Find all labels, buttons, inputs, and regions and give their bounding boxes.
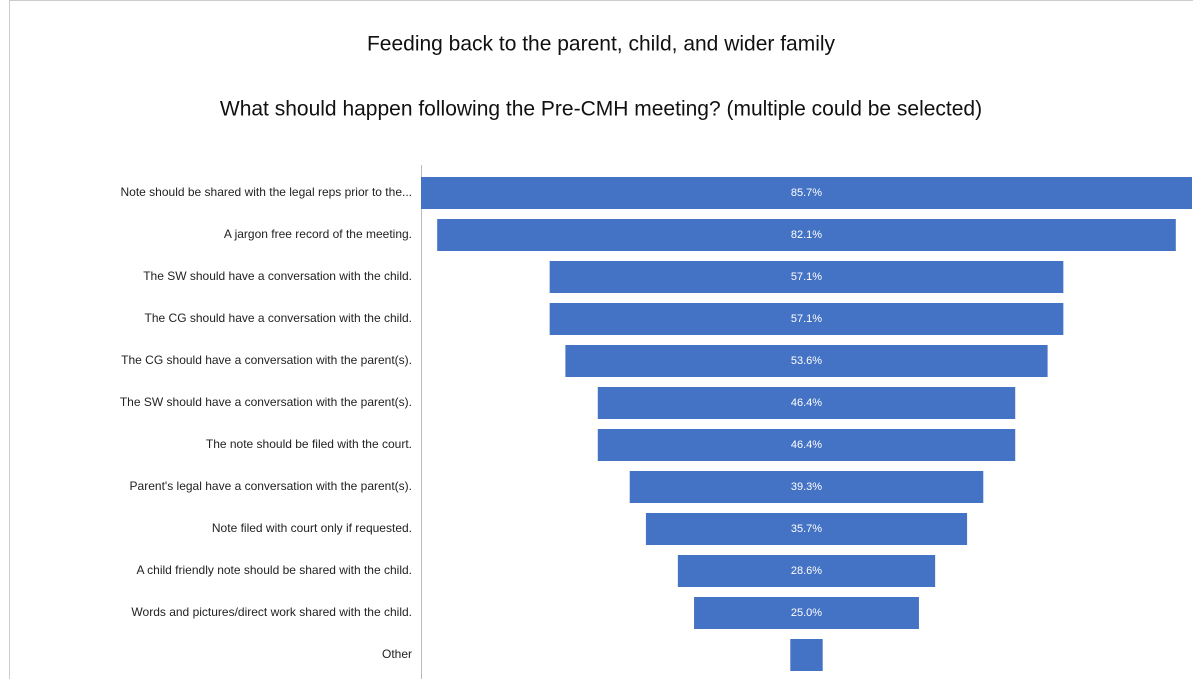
category-label: The CG should have a conversation with t… — [145, 311, 412, 325]
bar — [790, 639, 823, 671]
bar — [597, 429, 1016, 461]
value-label: 39.3% — [791, 481, 822, 493]
bar — [629, 471, 984, 503]
bar — [421, 177, 1192, 209]
category-label: Words and pictures/direct work shared wi… — [131, 605, 412, 619]
value-label: 35.7% — [791, 523, 822, 535]
bar — [549, 261, 1064, 293]
value-label: 53.6% — [791, 355, 822, 367]
value-label: 82.1% — [791, 229, 822, 241]
chart-subtitle: What should happen following the Pre-CMH… — [220, 98, 982, 121]
bar — [677, 555, 936, 587]
category-label: The SW should have a conversation with t… — [143, 269, 412, 283]
bar — [645, 513, 968, 545]
category-label: The CG should have a conversation with t… — [121, 353, 412, 367]
bar — [694, 597, 919, 629]
value-label: 46.4% — [791, 397, 822, 409]
category-label: The note should be filed with the court. — [206, 437, 412, 451]
category-label: The SW should have a conversation with t… — [120, 395, 412, 409]
bar — [565, 345, 1048, 377]
bar — [597, 387, 1016, 419]
bar — [437, 219, 1176, 251]
value-label: 57.1% — [791, 271, 822, 283]
category-label: Other — [382, 647, 412, 661]
category-label: Note should be shared with the legal rep… — [120, 185, 412, 199]
category-label: A child friendly note should be shared w… — [136, 563, 412, 577]
value-label: 28.6% — [791, 565, 822, 577]
value-label: 57.1% — [791, 313, 822, 325]
chart-title: Feeding back to the parent, child, and w… — [367, 33, 836, 56]
value-label: 25.0% — [791, 607, 822, 619]
category-label: A jargon free record of the meeting. — [224, 227, 412, 241]
bar — [549, 303, 1064, 335]
value-label: 85.7% — [791, 187, 822, 199]
value-label: 46.4% — [791, 439, 822, 451]
category-label: Parent's legal have a conversation with … — [130, 479, 412, 493]
category-label: Note filed with court only if requested. — [212, 521, 412, 535]
